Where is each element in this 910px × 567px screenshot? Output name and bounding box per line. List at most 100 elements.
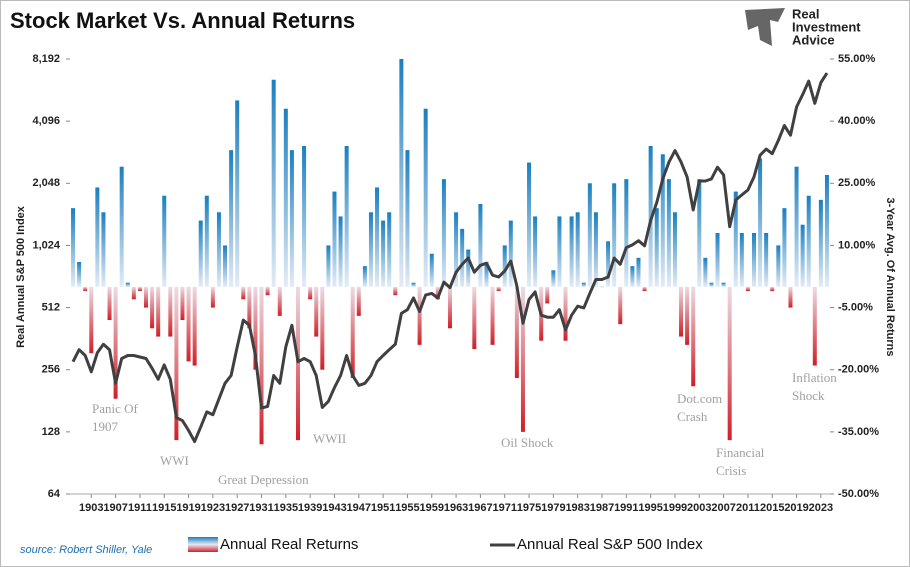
bar xyxy=(356,286,361,316)
bar xyxy=(198,220,203,287)
x-tick-label: 2003 xyxy=(687,502,711,514)
legend-label: Annual Real Returns xyxy=(220,536,358,553)
annotation: Great Depression xyxy=(218,472,309,487)
bar xyxy=(721,282,726,287)
x-tick-label: 1903 xyxy=(79,502,103,514)
y-tick-label: 128 xyxy=(42,426,60,438)
bar xyxy=(818,199,823,287)
bar xyxy=(618,286,623,325)
y2-axis-label: 3-Year Avg. Of Annual Returns xyxy=(884,198,896,357)
bar xyxy=(520,286,525,432)
logo-text: Advice xyxy=(792,32,835,47)
bar xyxy=(490,286,495,345)
bar xyxy=(387,212,392,287)
bar xyxy=(812,286,817,366)
y2-tick-label: 25.00% xyxy=(838,177,876,189)
bar xyxy=(788,286,793,308)
bar xyxy=(709,282,714,287)
bar xyxy=(107,286,112,320)
bar xyxy=(320,286,325,370)
x-tick-label: 1999 xyxy=(663,502,687,514)
bar xyxy=(551,270,556,287)
bar xyxy=(545,286,550,304)
y-tick-label: 512 xyxy=(42,301,60,313)
bar xyxy=(557,216,562,287)
bar xyxy=(587,183,592,287)
bar xyxy=(162,195,167,287)
x-tick-label: 1907 xyxy=(103,502,127,514)
bar xyxy=(733,191,738,287)
bar xyxy=(216,212,221,287)
bar xyxy=(776,245,781,287)
bar xyxy=(253,286,258,370)
x-tick-label: 1923 xyxy=(201,502,225,514)
bar xyxy=(95,187,100,287)
bar xyxy=(308,286,313,300)
bar xyxy=(630,266,635,287)
x-tick-label: 1915 xyxy=(152,502,176,514)
annotation: Financial xyxy=(716,445,765,460)
x-tick-label: 1911 xyxy=(128,502,152,514)
bar xyxy=(368,212,373,287)
bar xyxy=(429,253,434,287)
x-tick-label: 1927 xyxy=(225,502,249,514)
bar xyxy=(338,216,343,287)
bar xyxy=(751,233,757,287)
y-tick-label: 256 xyxy=(42,364,60,376)
x-tick-label: 1951 xyxy=(371,502,395,514)
x-tick-label: 1955 xyxy=(395,502,419,514)
x-tick-label: 1919 xyxy=(176,502,200,514)
bar xyxy=(563,286,568,341)
x-tick-label: 2015 xyxy=(760,502,784,514)
bar xyxy=(593,212,598,287)
bar xyxy=(514,286,519,378)
y-tick-label: 2,048 xyxy=(32,177,60,189)
bar xyxy=(581,282,586,287)
legend-swatch xyxy=(188,537,218,552)
annotation: Dot.com xyxy=(677,391,722,406)
x-tick-label: 1939 xyxy=(298,502,322,514)
bar xyxy=(739,233,744,287)
bar xyxy=(624,179,629,287)
x-tick-label: 1967 xyxy=(468,502,492,514)
bar xyxy=(478,204,483,287)
bar xyxy=(423,108,428,287)
bar xyxy=(636,257,641,287)
logo-icon xyxy=(745,8,785,46)
bar xyxy=(782,208,787,287)
bar xyxy=(241,286,246,300)
source: source: Robert Shiller, Yale xyxy=(20,544,152,556)
bar xyxy=(824,175,829,287)
bar xyxy=(612,183,617,287)
bar xyxy=(113,286,118,399)
bar xyxy=(223,245,228,287)
bar xyxy=(472,286,477,349)
bar xyxy=(715,233,720,287)
bar xyxy=(496,286,501,291)
annotation: Crash xyxy=(677,409,708,424)
bar xyxy=(156,286,161,337)
bar xyxy=(192,286,197,366)
bar xyxy=(204,195,209,287)
bar xyxy=(533,216,538,287)
bar xyxy=(125,282,130,287)
annotation: Crisis xyxy=(716,463,746,478)
bar xyxy=(399,59,404,287)
bar xyxy=(454,212,459,287)
legend-label: Annual Real S&P 500 Index xyxy=(517,536,703,553)
x-tick-label: 1947 xyxy=(347,502,371,514)
bar xyxy=(575,212,580,287)
bar xyxy=(101,212,106,287)
bar xyxy=(727,286,732,441)
bar xyxy=(703,257,708,287)
y2-tick-label: -5.00% xyxy=(838,301,873,313)
bar xyxy=(441,179,446,287)
x-tick-label: 1975 xyxy=(517,502,541,514)
x-tick-label: 1963 xyxy=(444,502,468,514)
bar xyxy=(174,286,179,441)
bar xyxy=(210,286,215,308)
logo-text: Investment xyxy=(792,19,861,34)
x-tick-label: 1935 xyxy=(274,502,298,514)
chart-title: Stock Market Vs. Annual Returns xyxy=(10,8,355,33)
bar xyxy=(247,286,252,329)
